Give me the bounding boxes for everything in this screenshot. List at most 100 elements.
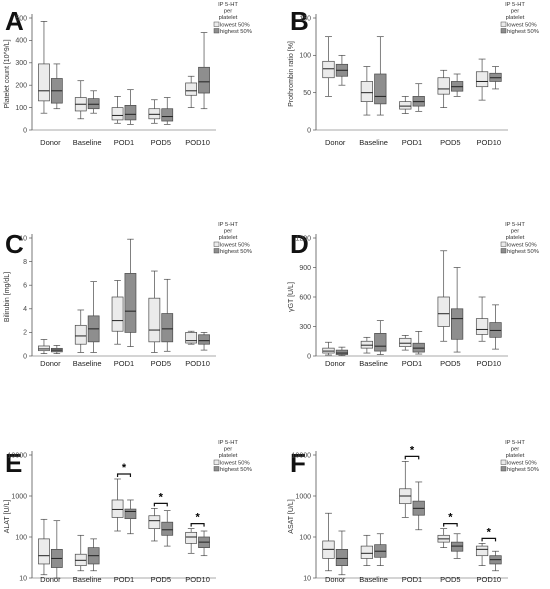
box-highest-pod10 [198,332,210,351]
legend-title-line: platelet [506,235,525,241]
panel-a: A 0 100 200 300 400 500 Platelet count [10^9/L]… [4,2,252,147]
y-tick-label: 10000 [8,452,28,459]
box-highest-pod1 [124,89,137,125]
iqr-box [437,77,450,95]
y-tick-label: 300 [15,60,27,67]
legend-entry-highest: highest 50% [507,249,539,255]
legend-entry-highest: highest 50% [507,467,539,473]
iqr-box [161,313,174,343]
iqr-box [335,349,349,355]
y-tick-label: 10 [19,235,27,242]
iqr-box [38,345,50,352]
significance-star-pod5: * [448,512,453,524]
category-label-pod1: POD1 [114,138,134,147]
iqr-box [111,107,124,121]
y-tick-label: 200 [15,83,27,90]
iqr-box [124,508,137,520]
legend-title-line: IP 5-HT [505,222,525,228]
iqr-box [451,541,464,552]
iqr-box [399,337,412,348]
legend-swatch-highest [500,466,507,472]
category-label-pod10: POD10 [476,575,501,584]
y-axis-title: γGT [U/L] [288,282,295,312]
category-label-pod5: POD5 [440,138,460,147]
legend-swatch-lowest [500,241,507,247]
category-label-pod10: POD10 [476,359,501,368]
iqr-box [161,108,174,122]
category-label-pod5: POD5 [151,575,171,584]
box-lowest-baseline [74,309,87,353]
iqr-box [185,531,198,544]
y-tick-label: 1200 [295,235,311,242]
box-lowest-pod10 [475,58,489,101]
y-tick-label: 100 [299,53,311,60]
box-lowest-pod5 [437,69,450,108]
box-lowest-donor [38,339,50,354]
category-label-pod10: POD10 [185,575,210,584]
legend-title-line: IP 5-HT [218,2,238,8]
box-highest-baseline [374,320,387,355]
category-label-baseline: Baseline [359,575,388,584]
box-highest-pod5 [451,267,464,353]
legend-title-line: platelet [506,15,525,21]
category-label-baseline: Baseline [359,359,388,368]
category-label-baseline: Baseline [73,575,102,584]
iqr-box [185,82,198,96]
box-lowest-donor [322,36,335,97]
box-highest-donor [335,530,349,576]
category-label-baseline: Baseline [73,138,102,147]
legend-swatch-highest [500,28,507,34]
box-highest-pod10 [489,304,502,350]
legend-title-line: IP 5-HT [218,222,238,228]
legend-title-line: platelet [219,235,238,241]
box-highest-pod10 [489,66,502,90]
y-tick-label: 0 [307,353,311,360]
significance-star-pod10: * [487,526,492,538]
box-lowest-pod10 [475,296,489,342]
iqr-box [360,545,373,559]
box-highest-pod5 [161,510,174,547]
category-label-pod5: POD5 [440,359,460,368]
box-lowest-baseline [360,336,373,354]
significance-bracket-pod1 [404,455,420,460]
y-tick-label: 900 [299,265,311,272]
box-lowest-pod1 [111,96,124,124]
iqr-box [437,296,450,327]
category-label-donor: Donor [40,359,61,368]
iqr-box [74,324,87,345]
box-lowest-pod1 [399,96,412,114]
y-tick-label: 150 [299,15,311,22]
panel-letter-b: B [290,6,309,36]
box-lowest-pod5 [148,507,161,542]
legend-title-line: per [511,229,519,235]
legend-entry-lowest: lowest 50% [220,23,250,29]
legend-entry-highest: highest 50% [507,29,539,35]
panel-letter-f: F [290,448,306,478]
iqr-box [38,538,50,565]
significance-bracket-pod5 [153,502,168,507]
legend-entry-highest: highest 50% [220,29,252,35]
legend-title-line: IP 5-HT [505,2,525,8]
panel-e: E 10 100 1000 10000 ALAT [U/L] Donor Baseline PO… [4,440,252,584]
significance-bracket-pod10 [481,537,497,542]
panel-b: B 0 50 100 150 Prothrombin ratio [%] Donor Base… [288,2,539,147]
panel-d: D 0 300 600 900 1200 γGT [U/L] Donor Baseline POD… [288,222,539,368]
category-label-pod10: POD10 [476,138,501,147]
iqr-box [399,101,412,110]
category-label-pod10: POD10 [185,138,210,147]
category-label-pod1: POD1 [114,359,134,368]
category-label-pod5: POD5 [151,138,171,147]
panel-letter-c: C [5,229,24,259]
legend-title-line: per [511,9,519,15]
y-tick-label: 100 [15,534,27,541]
category-label-pod1: POD1 [402,359,422,368]
category-label-pod1: POD1 [402,575,422,584]
legend-entry-lowest: lowest 50% [507,23,537,29]
box-highest-pod10 [489,550,502,572]
box-highest-pod5 [161,278,174,352]
box-highest-donor [335,346,349,356]
